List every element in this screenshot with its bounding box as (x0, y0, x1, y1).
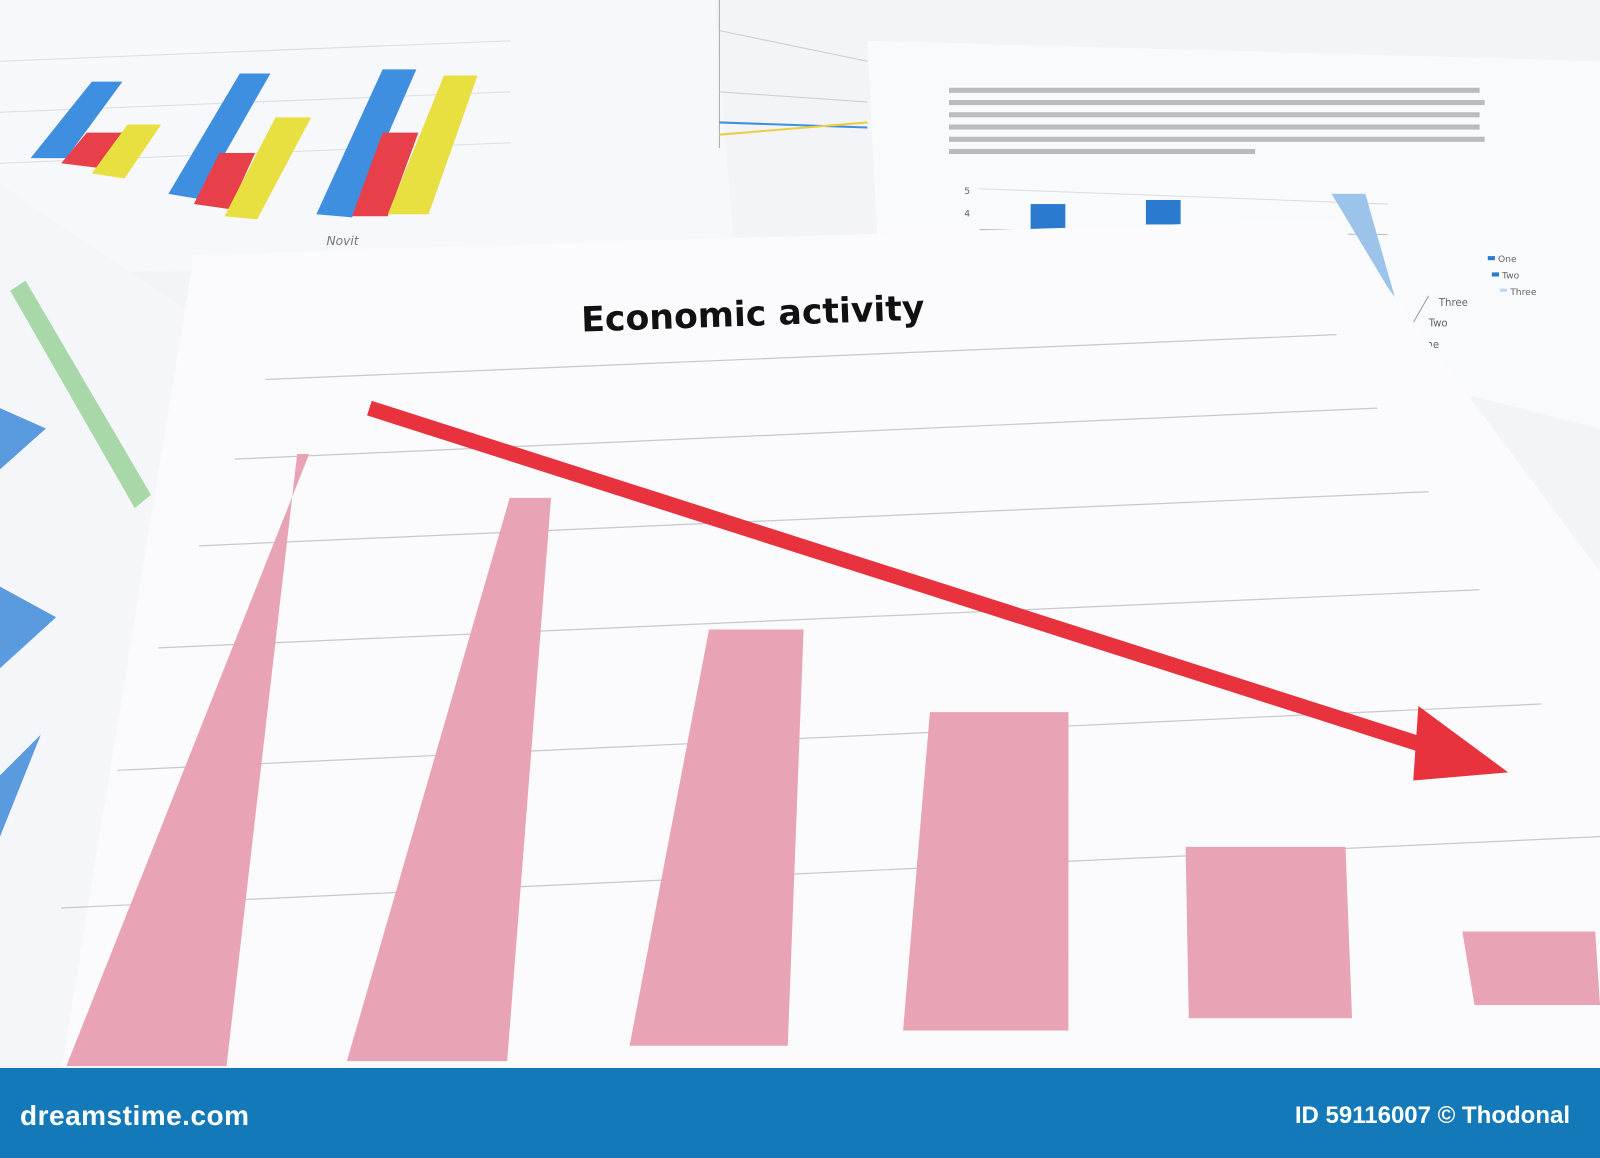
bar-3 (629, 629, 804, 1046)
brand-logo: dreamstime.com (20, 1100, 250, 1131)
gridline (265, 334, 1337, 381)
svg-text:Two: Two (1428, 318, 1448, 329)
bar-2 (346, 497, 552, 1062)
legend-three: Three (1509, 287, 1537, 298)
bar-5 (1185, 846, 1353, 1019)
background-line-chart (718, 0, 868, 148)
gridline (117, 703, 1541, 771)
bar-1 (66, 454, 310, 1067)
image-credit: ID 59116007 © Thodonal (1294, 1102, 1570, 1129)
main-paper (61, 219, 1600, 1072)
trend-arrow (367, 400, 1509, 781)
bar-4 (903, 712, 1069, 1031)
bar-6 (1462, 931, 1600, 1005)
background-text-block (948, 87, 1485, 155)
svg-text:Three: Three (1438, 298, 1468, 309)
novit-label: Novit (327, 234, 360, 248)
watermark-footer: dreamstime.com ID 59116007 © Thodonal (0, 1068, 1600, 1158)
gridline (234, 407, 1378, 460)
legend-two: Two (1501, 271, 1520, 282)
top-left-3d-bar-chart: Novit (0, 40, 511, 248)
svg-text:5: 5 (964, 186, 970, 197)
bars (66, 454, 1600, 1067)
gridline (198, 491, 1429, 547)
gridline (158, 589, 1480, 649)
svg-text:4: 4 (964, 208, 970, 219)
legend-one: One (1498, 254, 1517, 265)
